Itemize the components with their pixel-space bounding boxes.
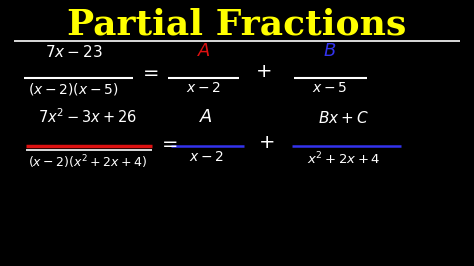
Text: $x-2$: $x-2$ <box>189 150 224 164</box>
Text: $Bx+C$: $Bx+C$ <box>318 110 369 126</box>
Text: $7x-23$: $7x-23$ <box>45 44 102 60</box>
Text: $A$: $A$ <box>199 108 213 126</box>
Text: $+$: $+$ <box>255 62 271 81</box>
Text: $B$: $B$ <box>323 42 336 60</box>
Text: $x-5$: $x-5$ <box>312 81 347 95</box>
Text: $x-2$: $x-2$ <box>186 81 221 95</box>
Text: Partial Fractions: Partial Fractions <box>67 8 407 42</box>
Text: $7x^2-3x+26$: $7x^2-3x+26$ <box>38 108 137 126</box>
Text: $(x-2)(x-5)$: $(x-2)(x-5)$ <box>28 81 119 97</box>
Text: $+$: $+$ <box>258 133 274 152</box>
Text: $=$: $=$ <box>158 133 178 152</box>
Text: $=$: $=$ <box>139 62 159 81</box>
Text: $A$: $A$ <box>197 42 211 60</box>
Text: $(x-2)(x^2+2x+4)$: $(x-2)(x^2+2x+4)$ <box>28 153 147 171</box>
Text: $x^2+2x+4$: $x^2+2x+4$ <box>307 150 380 167</box>
